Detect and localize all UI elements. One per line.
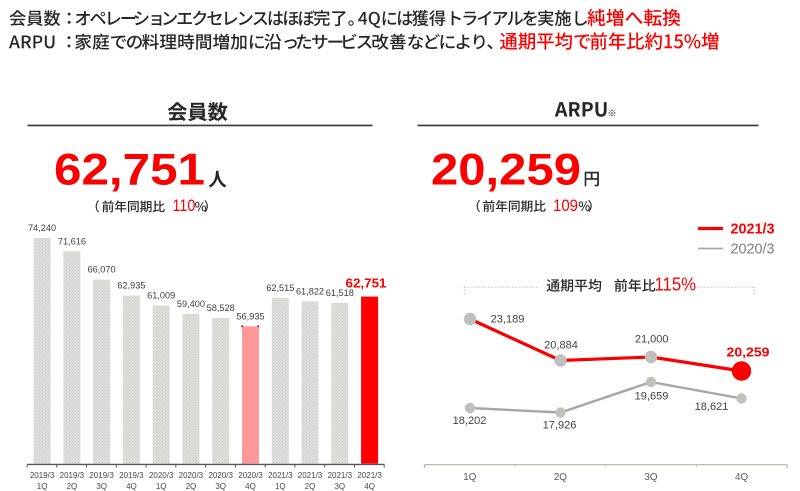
svg-text:3Q: 3Q [334,482,345,491]
svg-text:58,528: 58,528 [207,303,235,313]
svg-text:2Q: 2Q [554,472,567,483]
svg-text:3Q: 3Q [644,472,657,483]
svg-text:19,659: 19,659 [635,391,669,403]
svg-text:21,000: 21,000 [635,334,669,346]
svg-text:62,751: 62,751 [346,277,387,291]
svg-text:20,884: 20,884 [544,340,578,352]
svg-text:62,515: 62,515 [266,283,294,293]
svg-text:2019/3: 2019/3 [30,471,55,480]
svg-text:4Q: 4Q [126,482,137,491]
svg-text:2019/3: 2019/3 [119,471,144,480]
svg-text:62,751: 62,751 [54,146,205,195]
svg-text:2019/3: 2019/3 [60,471,85,480]
svg-text:62,935: 62,935 [117,281,145,291]
svg-text:61,822: 61,822 [296,286,324,296]
svg-text:1Q: 1Q [156,482,167,491]
svg-text:2021/3: 2021/3 [298,471,323,480]
svg-text:2021/3: 2021/3 [328,471,353,480]
svg-text:20,259: 20,259 [727,345,770,360]
svg-text:115%: 115% [655,274,697,295]
svg-text:4Q: 4Q [364,482,375,491]
svg-text:109: 109 [553,197,578,215]
svg-text:1Q: 1Q [275,482,286,491]
svg-text:2020/3: 2020/3 [731,242,775,258]
svg-text:61,009: 61,009 [147,291,175,301]
svg-text:66,070: 66,070 [88,265,116,275]
svg-text:2020/3: 2020/3 [208,471,233,480]
svg-text:110: 110 [173,197,196,215]
svg-text:3Q: 3Q [96,482,107,491]
svg-text:2020/3: 2020/3 [238,471,263,480]
svg-text:3Q: 3Q [215,482,226,491]
svg-text:61,518: 61,518 [326,288,354,298]
svg-text:17,926: 17,926 [543,420,577,432]
svg-text:2Q: 2Q [186,482,197,491]
svg-text:1Q: 1Q [463,472,476,483]
svg-text:74,240: 74,240 [28,223,56,233]
svg-text:2020/3: 2020/3 [149,471,174,480]
svg-text:2Q: 2Q [67,482,78,491]
svg-text:4Q: 4Q [245,482,256,491]
svg-text:2019/3: 2019/3 [89,471,114,480]
svg-text:56,935: 56,935 [236,311,264,321]
svg-text:2021/3: 2021/3 [731,222,775,238]
svg-text:4Q: 4Q [735,472,748,483]
svg-text:18,202: 18,202 [453,415,487,427]
svg-text:2021/3: 2021/3 [357,471,382,480]
svg-text:71,616: 71,616 [58,236,86,246]
svg-text:23,189: 23,189 [491,314,525,326]
svg-text:59,400: 59,400 [177,299,205,309]
svg-text:2020/3: 2020/3 [179,471,204,480]
svg-text:20,259: 20,259 [431,146,581,195]
svg-text:18,621: 18,621 [695,401,729,413]
svg-text:1Q: 1Q [37,482,48,491]
svg-text:2021/3: 2021/3 [268,471,293,480]
svg-text:2Q: 2Q [305,482,316,491]
